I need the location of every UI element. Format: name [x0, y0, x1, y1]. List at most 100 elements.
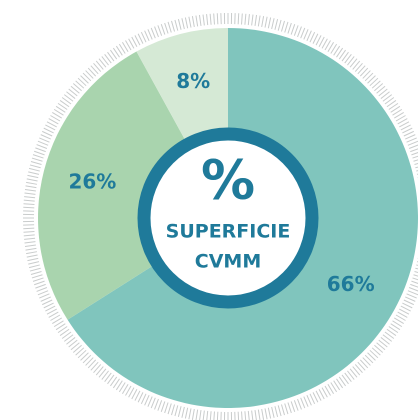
ring-tick: [50, 314, 61, 321]
ring-tick: [321, 387, 328, 398]
ring-tick: [98, 368, 107, 378]
ring-tick: [306, 395, 312, 406]
center-circle: [137, 127, 319, 309]
ring-tick: [376, 85, 386, 94]
ring-tick: [216, 13, 219, 25]
ring-tick: [413, 274, 418, 277]
ring-tick: [35, 283, 46, 289]
ring-tick: [271, 18, 275, 30]
ring-tick: [28, 261, 40, 265]
ring-tick: [247, 14, 250, 26]
ring-tick: [36, 287, 48, 292]
ring-tick: [164, 402, 169, 414]
ring-tick: [188, 16, 192, 28]
ring-tick: [37, 290, 49, 296]
ring-tick: [349, 58, 358, 68]
ring-tick: [390, 323, 401, 331]
value-labels: 66% 26% 8%: [68, 69, 374, 296]
ring-tick: [101, 370, 109, 380]
center-symbol: %: [201, 149, 255, 212]
ring-tick: [405, 296, 416, 302]
value-label: 66%: [327, 272, 375, 296]
ring-tick: [90, 65, 99, 75]
ring-tick: [216, 411, 219, 420]
ring-tick: [52, 111, 62, 119]
ring-tick: [251, 410, 254, 420]
ring-tick: [184, 407, 189, 419]
ring-tick: [177, 18, 182, 30]
ring-tick: [403, 299, 415, 306]
ring-tick: [134, 390, 141, 401]
ring-tick: [75, 347, 85, 356]
ring-tick: [174, 19, 179, 31]
ring-tick: [181, 406, 185, 418]
ring-tick: [34, 280, 45, 286]
ring-tick: [198, 14, 202, 26]
ring-tick: [333, 380, 341, 391]
ring-tick: [34, 150, 45, 156]
ring-tick: [125, 40, 132, 51]
ring-tick: [31, 157, 43, 162]
ring-tick: [154, 398, 159, 410]
ring-tick: [403, 130, 415, 137]
center-subtitle: CVMM: [195, 251, 261, 273]
ring-tick: [399, 121, 410, 128]
ring-tick: [384, 97, 395, 105]
ring-tick: [280, 404, 285, 416]
ring-tick: [336, 378, 344, 389]
ring-tick: [344, 372, 352, 383]
ring-tick: [414, 270, 418, 274]
ring-tick: [26, 251, 38, 255]
ring-tick: [267, 407, 272, 419]
ring-tick: [140, 393, 147, 405]
ring-tick: [378, 339, 388, 348]
ring-tick: [45, 124, 56, 131]
ring-tick: [118, 43, 126, 54]
ring-tick: [24, 192, 36, 195]
ring-tick: [284, 403, 289, 415]
ring-tick: [315, 390, 322, 401]
ring-tick: [115, 45, 123, 56]
ring-tick: [110, 49, 118, 60]
ring-tick: [50, 115, 61, 122]
ring-tick: [125, 385, 132, 396]
ring-tick: [297, 398, 302, 410]
ring-tick: [206, 14, 209, 26]
ring-tick: [23, 206, 35, 209]
ring-tick: [82, 354, 92, 364]
ring-tick: [352, 366, 361, 376]
ring-tick: [277, 405, 282, 417]
ring-tick: [309, 393, 316, 405]
ring-tick: [327, 42, 335, 52]
ring-tick: [181, 18, 185, 30]
ring-tick: [95, 366, 104, 376]
ring-tick: [55, 105, 66, 113]
ring-tick: [107, 51, 115, 62]
ring-tick: [274, 406, 279, 418]
ring-tick: [407, 140, 418, 146]
ring-tick: [191, 16, 195, 28]
ring-tick: [352, 60, 361, 70]
ring-tick: [55, 323, 66, 331]
ring-tick: [330, 43, 338, 54]
ring-tick: [28, 167, 40, 172]
ring-tick: [241, 411, 243, 420]
ring-tick: [24, 188, 36, 192]
ring-tick: [257, 15, 261, 27]
ring-tick: [300, 27, 306, 39]
ring-tick: [408, 287, 418, 292]
ring-tick: [43, 127, 54, 134]
ring-tick: [382, 334, 393, 342]
ring-tick: [110, 376, 118, 387]
ring-tick: [131, 36, 138, 47]
ring-tick: [104, 372, 112, 383]
ring-tick: [154, 26, 159, 38]
ring-tick: [378, 88, 388, 97]
ring-tick: [77, 349, 87, 359]
ring-tick: [80, 352, 89, 361]
ring-tick: [46, 121, 57, 128]
ring-tick: [61, 331, 72, 339]
ring-tick: [315, 35, 322, 46]
ring-tick: [324, 385, 331, 396]
ring-tick: [318, 36, 325, 47]
